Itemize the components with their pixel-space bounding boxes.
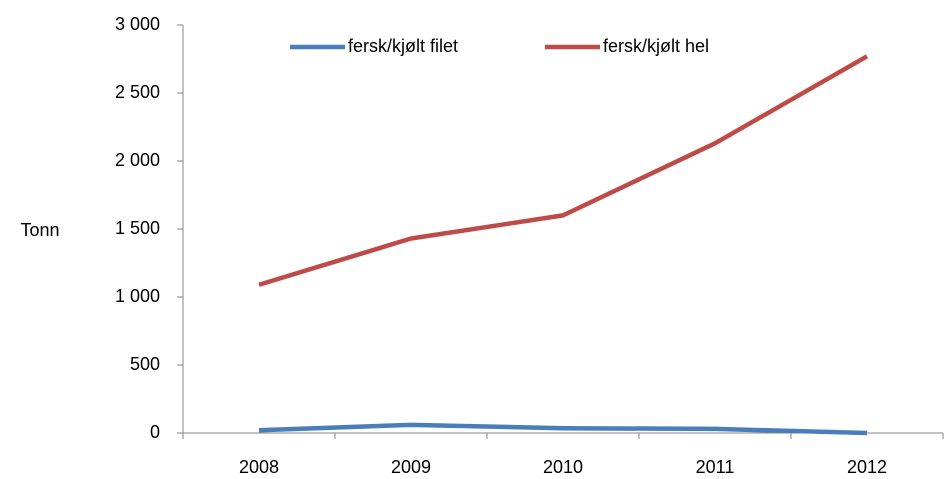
y-tick-label: 1 000 <box>115 286 160 306</box>
y-tick-label: 500 <box>130 354 160 374</box>
y-tick-label: 2 000 <box>115 150 160 170</box>
series-line <box>258 422 868 436</box>
legend-label: fersk/kjølt hel <box>603 36 709 56</box>
legend-label: fersk/kjølt filet <box>348 36 458 56</box>
y-axis-label: Tonn <box>20 220 59 240</box>
series-line <box>258 54 869 287</box>
x-tick-label: 2011 <box>696 457 735 477</box>
x-tick-label: 2008 <box>239 457 279 477</box>
x-tick-label: 2009 <box>391 457 431 477</box>
y-tick-label: 1 500 <box>115 218 160 238</box>
y-tick-label: 2 500 <box>115 82 160 102</box>
y-tick-label: 0 <box>150 422 160 442</box>
y-tick-label: 3 000 <box>115 14 160 34</box>
x-tick-label: 2012 <box>847 457 887 477</box>
x-tick-label: 2010 <box>543 457 583 477</box>
